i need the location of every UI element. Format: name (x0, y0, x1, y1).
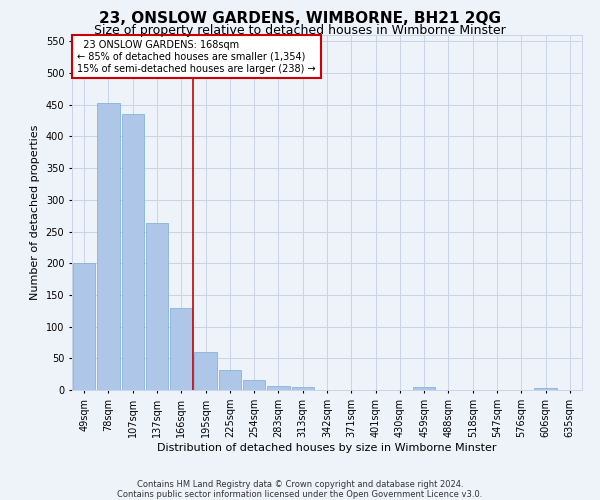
Text: Contains HM Land Registry data © Crown copyright and database right 2024.
Contai: Contains HM Land Registry data © Crown c… (118, 480, 482, 499)
Bar (292, 387, 314, 390)
Y-axis label: Number of detached properties: Number of detached properties (30, 125, 40, 300)
Text: 23 ONSLOW GARDENS: 168sqm
← 85% of detached houses are smaller (1,354)
15% of se: 23 ONSLOW GARDENS: 168sqm ← 85% of detac… (77, 40, 316, 74)
Text: 23, ONSLOW GARDENS, WIMBORNE, BH21 2QG: 23, ONSLOW GARDENS, WIMBORNE, BH21 2QG (99, 11, 501, 26)
Bar (267, 386, 290, 390)
Bar (122, 114, 144, 390)
Text: Size of property relative to detached houses in Wimborne Minster: Size of property relative to detached ho… (94, 24, 506, 37)
Bar (73, 263, 95, 390)
Bar (535, 388, 557, 390)
Bar (413, 388, 436, 390)
X-axis label: Distribution of detached houses by size in Wimborne Minster: Distribution of detached houses by size … (157, 442, 497, 452)
Bar (170, 308, 193, 390)
Bar (243, 380, 265, 390)
Bar (218, 370, 241, 390)
Bar (146, 224, 168, 390)
Bar (194, 352, 217, 390)
Bar (97, 104, 119, 390)
